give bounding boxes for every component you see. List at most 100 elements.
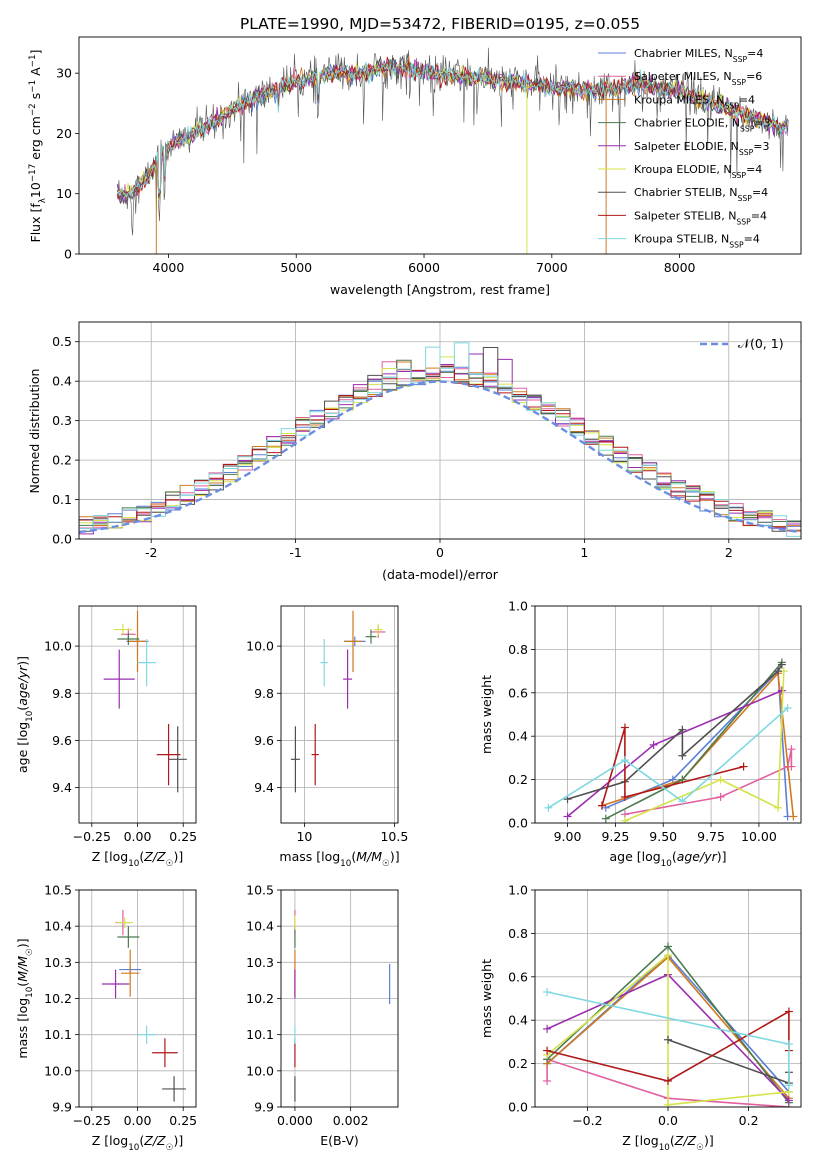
weight-marker — [784, 1096, 793, 1105]
legend-entry: Chabrier MILES, NSSP=4 — [634, 47, 763, 64]
weight-marker — [678, 797, 687, 806]
errorbar-kroupa_elodie — [373, 623, 383, 636]
panel-spectrum: 4000 5000 6000 7000 8000 0 10 20 30 wavelength [A… — [28, 36, 802, 297]
weight-marker — [597, 801, 606, 810]
legend-entry: Kroupa STELIB, NSSP=4 — [634, 233, 760, 250]
plot-area — [116, 47, 789, 254]
errorbar-kroupa_miles — [128, 610, 147, 673]
y-tick-label: 10.3 — [44, 955, 72, 970]
y-tick-label: 0.0 — [52, 532, 72, 547]
y-tick-label: 0.2 — [52, 453, 72, 468]
errorbar-chabrier_stelib — [168, 726, 187, 793]
weight-marker — [678, 751, 687, 760]
x-tick-label: 7000 — [536, 260, 568, 275]
x-tick-label: 0.000 — [277, 1113, 313, 1128]
y-axis-label: mass weight — [479, 675, 494, 754]
y-tick-label: 20 — [56, 126, 72, 141]
plot-area — [290, 610, 386, 793]
y-tick-label: 10.0 — [44, 639, 72, 654]
y-tick-label: 0.0 — [508, 816, 528, 831]
y-axis-label: mass [log10(M/M☉)] — [15, 938, 35, 1058]
axes-frame — [280, 605, 399, 824]
errorbar-kroupa_elodie — [113, 623, 133, 636]
y-tick-label: 10.4 — [44, 919, 72, 934]
y-tick-label: 9.8 — [254, 686, 274, 701]
axes-frame — [534, 889, 802, 1108]
errorbar-salpeter_elodie — [101, 969, 130, 999]
errorbar-chabrier_elodie — [117, 633, 140, 645]
errorbar-chabrier_elodie — [117, 926, 140, 948]
weight-line-salpeter_stelib — [546, 1010, 790, 1082]
x-tick-label: 10 — [296, 829, 312, 844]
x-axis-label: E(B-V) — [320, 1133, 359, 1148]
errorbar-chabrier_stelib — [162, 1076, 186, 1102]
plot-area — [101, 909, 186, 1102]
x-tick-label: 2 — [725, 545, 733, 560]
x-tick-label: −0.2 — [572, 1113, 602, 1128]
x-tick-label: 0.25 — [169, 1113, 197, 1128]
weight-marker — [543, 1076, 552, 1085]
legend-entry: Salpeter STELIB, NSSP=4 — [634, 209, 767, 226]
weight-marker — [789, 812, 798, 821]
weight-marker — [620, 723, 629, 732]
y-tick-label: 10.1 — [44, 1027, 72, 1042]
errorbar-kroupa_stelib — [320, 639, 328, 687]
errorbar-chabrier_stelib — [290, 726, 300, 793]
y-axis-label: Normed distribution — [27, 369, 42, 494]
x-tick-label: 10.00 — [741, 829, 777, 844]
weight-marker — [649, 740, 658, 749]
x-tick-label: 0.0 — [658, 1113, 678, 1128]
weight-line-kroupa_elodie — [624, 671, 785, 822]
x-tick-label: 10.5 — [380, 829, 408, 844]
y-tick-label: 9.9 — [52, 1100, 72, 1115]
y-tick-label: 0.4 — [52, 374, 72, 389]
grid-lines — [281, 889, 398, 1108]
panel-mass_vs_z: −0.25 0.00 0.25 9.9 10.0 10.1 10.2 10.3 10.4 10.5… — [15, 883, 197, 1154]
y-tick-label: 10.5 — [44, 883, 72, 898]
weight-marker — [774, 803, 783, 812]
axes-frame — [280, 889, 399, 1108]
y-tick-label: 0.1 — [52, 492, 72, 507]
legend: 𝒩(0, 1) — [700, 336, 784, 351]
weight-marker — [716, 792, 725, 801]
weight-marker — [544, 803, 553, 812]
legend-entry: Kroupa MILES, NSSP=4 — [634, 93, 755, 110]
x-tick-label: 5000 — [280, 260, 312, 275]
y-tick-label: 9.6 — [52, 733, 72, 748]
x-tick-label: 1 — [580, 545, 588, 560]
axes-frame — [78, 889, 197, 1108]
legend-entry: 𝒩(0, 1) — [738, 336, 784, 351]
y-tick-label: 10.5 — [246, 883, 274, 898]
weight-marker — [664, 951, 672, 960]
legend-entry: Chabrier ELODIE, NSSP=3 — [634, 117, 771, 134]
plot-area — [103, 610, 187, 793]
axes-frame — [78, 605, 197, 824]
x-tick-label: 9.25 — [601, 829, 629, 844]
panel-weight_vs_z: −0.2 0.0 0.2 0.0 0.2 0.4 0.6 0.8 1.0 Z [log10(Z/Z… — [479, 883, 802, 1153]
weight-marker — [664, 1100, 672, 1107]
errorbar-salpeter_stelib — [152, 1038, 178, 1068]
spectrum-model-kroupa_stelib — [117, 61, 788, 198]
y-tick-label: 10.0 — [44, 1063, 72, 1078]
spectrum-model-salpeter_stelib — [116, 56, 788, 201]
x-tick-label: 6000 — [408, 260, 440, 275]
y-tick-label: 0.3 — [52, 413, 72, 428]
x-axis-label: Z [log10(Z/Z☉)] — [92, 1133, 183, 1153]
errorbar-kroupa_elodie — [116, 917, 133, 928]
spectrum-data-line — [117, 47, 789, 236]
weight-marker — [601, 814, 610, 823]
x-tick-label: 0 — [436, 545, 444, 560]
weight-marker — [543, 987, 552, 996]
plot-area — [294, 909, 391, 1102]
y-tick-label: 0.4 — [508, 729, 528, 744]
x-tick-label: 4000 — [153, 260, 185, 275]
panel-residuals: -2 -1 0 1 2 0.0 0.1 0.2 0.3 0.4 0.5 (data-model)/er… — [27, 321, 802, 582]
y-tick-label: 10 — [56, 186, 72, 201]
errorbar-kroupa_stelib — [137, 639, 156, 687]
panel-age_vs_mass: 10 10.5 9.4 9.6 9.8 10.0 mass [log10(M/M☉)] — [246, 605, 408, 869]
weight-marker — [620, 792, 629, 801]
y-tick-label: 0.4 — [508, 1013, 528, 1028]
y-tick-label: 0 — [64, 247, 72, 262]
grid-lines — [79, 889, 196, 1108]
panel-mass_vs_ebv: 0.000 0.002 9.9 10.0 10.1 10.2 10.3 10.4 10.5 E(B… — [246, 883, 399, 1148]
